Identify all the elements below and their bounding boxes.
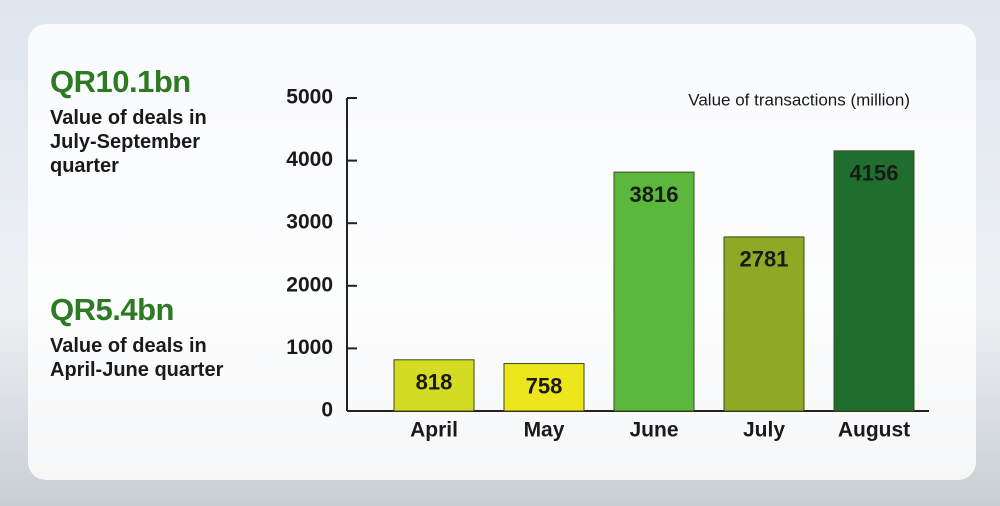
y-tick-label: 0 [321,399,333,422]
x-tick-label: August [838,419,910,442]
data-label: 4156 [850,161,899,186]
x-tick-label: May [524,419,565,442]
x-tick-label: June [629,419,678,442]
bar [723,236,805,412]
y-tick-label: 1000 [286,336,333,359]
bar [833,150,915,412]
x-tick-label: April [410,419,458,442]
y-tick-label: 4000 [286,148,333,171]
x-tick-label: July [743,419,785,442]
bar [393,359,475,412]
data-label: 818 [416,370,453,395]
stat-text: Value of deals in April-June quarter [50,335,224,381]
stat-block: QR5.4bn Value of deals in April-June qua… [50,292,250,382]
data-label: 3816 [630,182,679,207]
data-label: 2781 [740,247,789,272]
chart-title: Value of transactions (million) [688,90,910,109]
bar [503,363,585,412]
bar [613,171,695,412]
stat-block: QR10.1bn Value of deals in July-Septembe… [50,64,250,178]
stat-headline: QR10.1bn [50,64,191,99]
data-label: 758 [526,373,563,398]
y-tick-label: 2000 [286,273,333,296]
y-tick-label: 5000 [286,86,333,109]
y-tick-label: 3000 [286,211,333,234]
stat-text: Value of deals in July-September quarter [50,107,207,177]
card [28,24,976,480]
stat-headline: QR5.4bn [50,292,174,327]
